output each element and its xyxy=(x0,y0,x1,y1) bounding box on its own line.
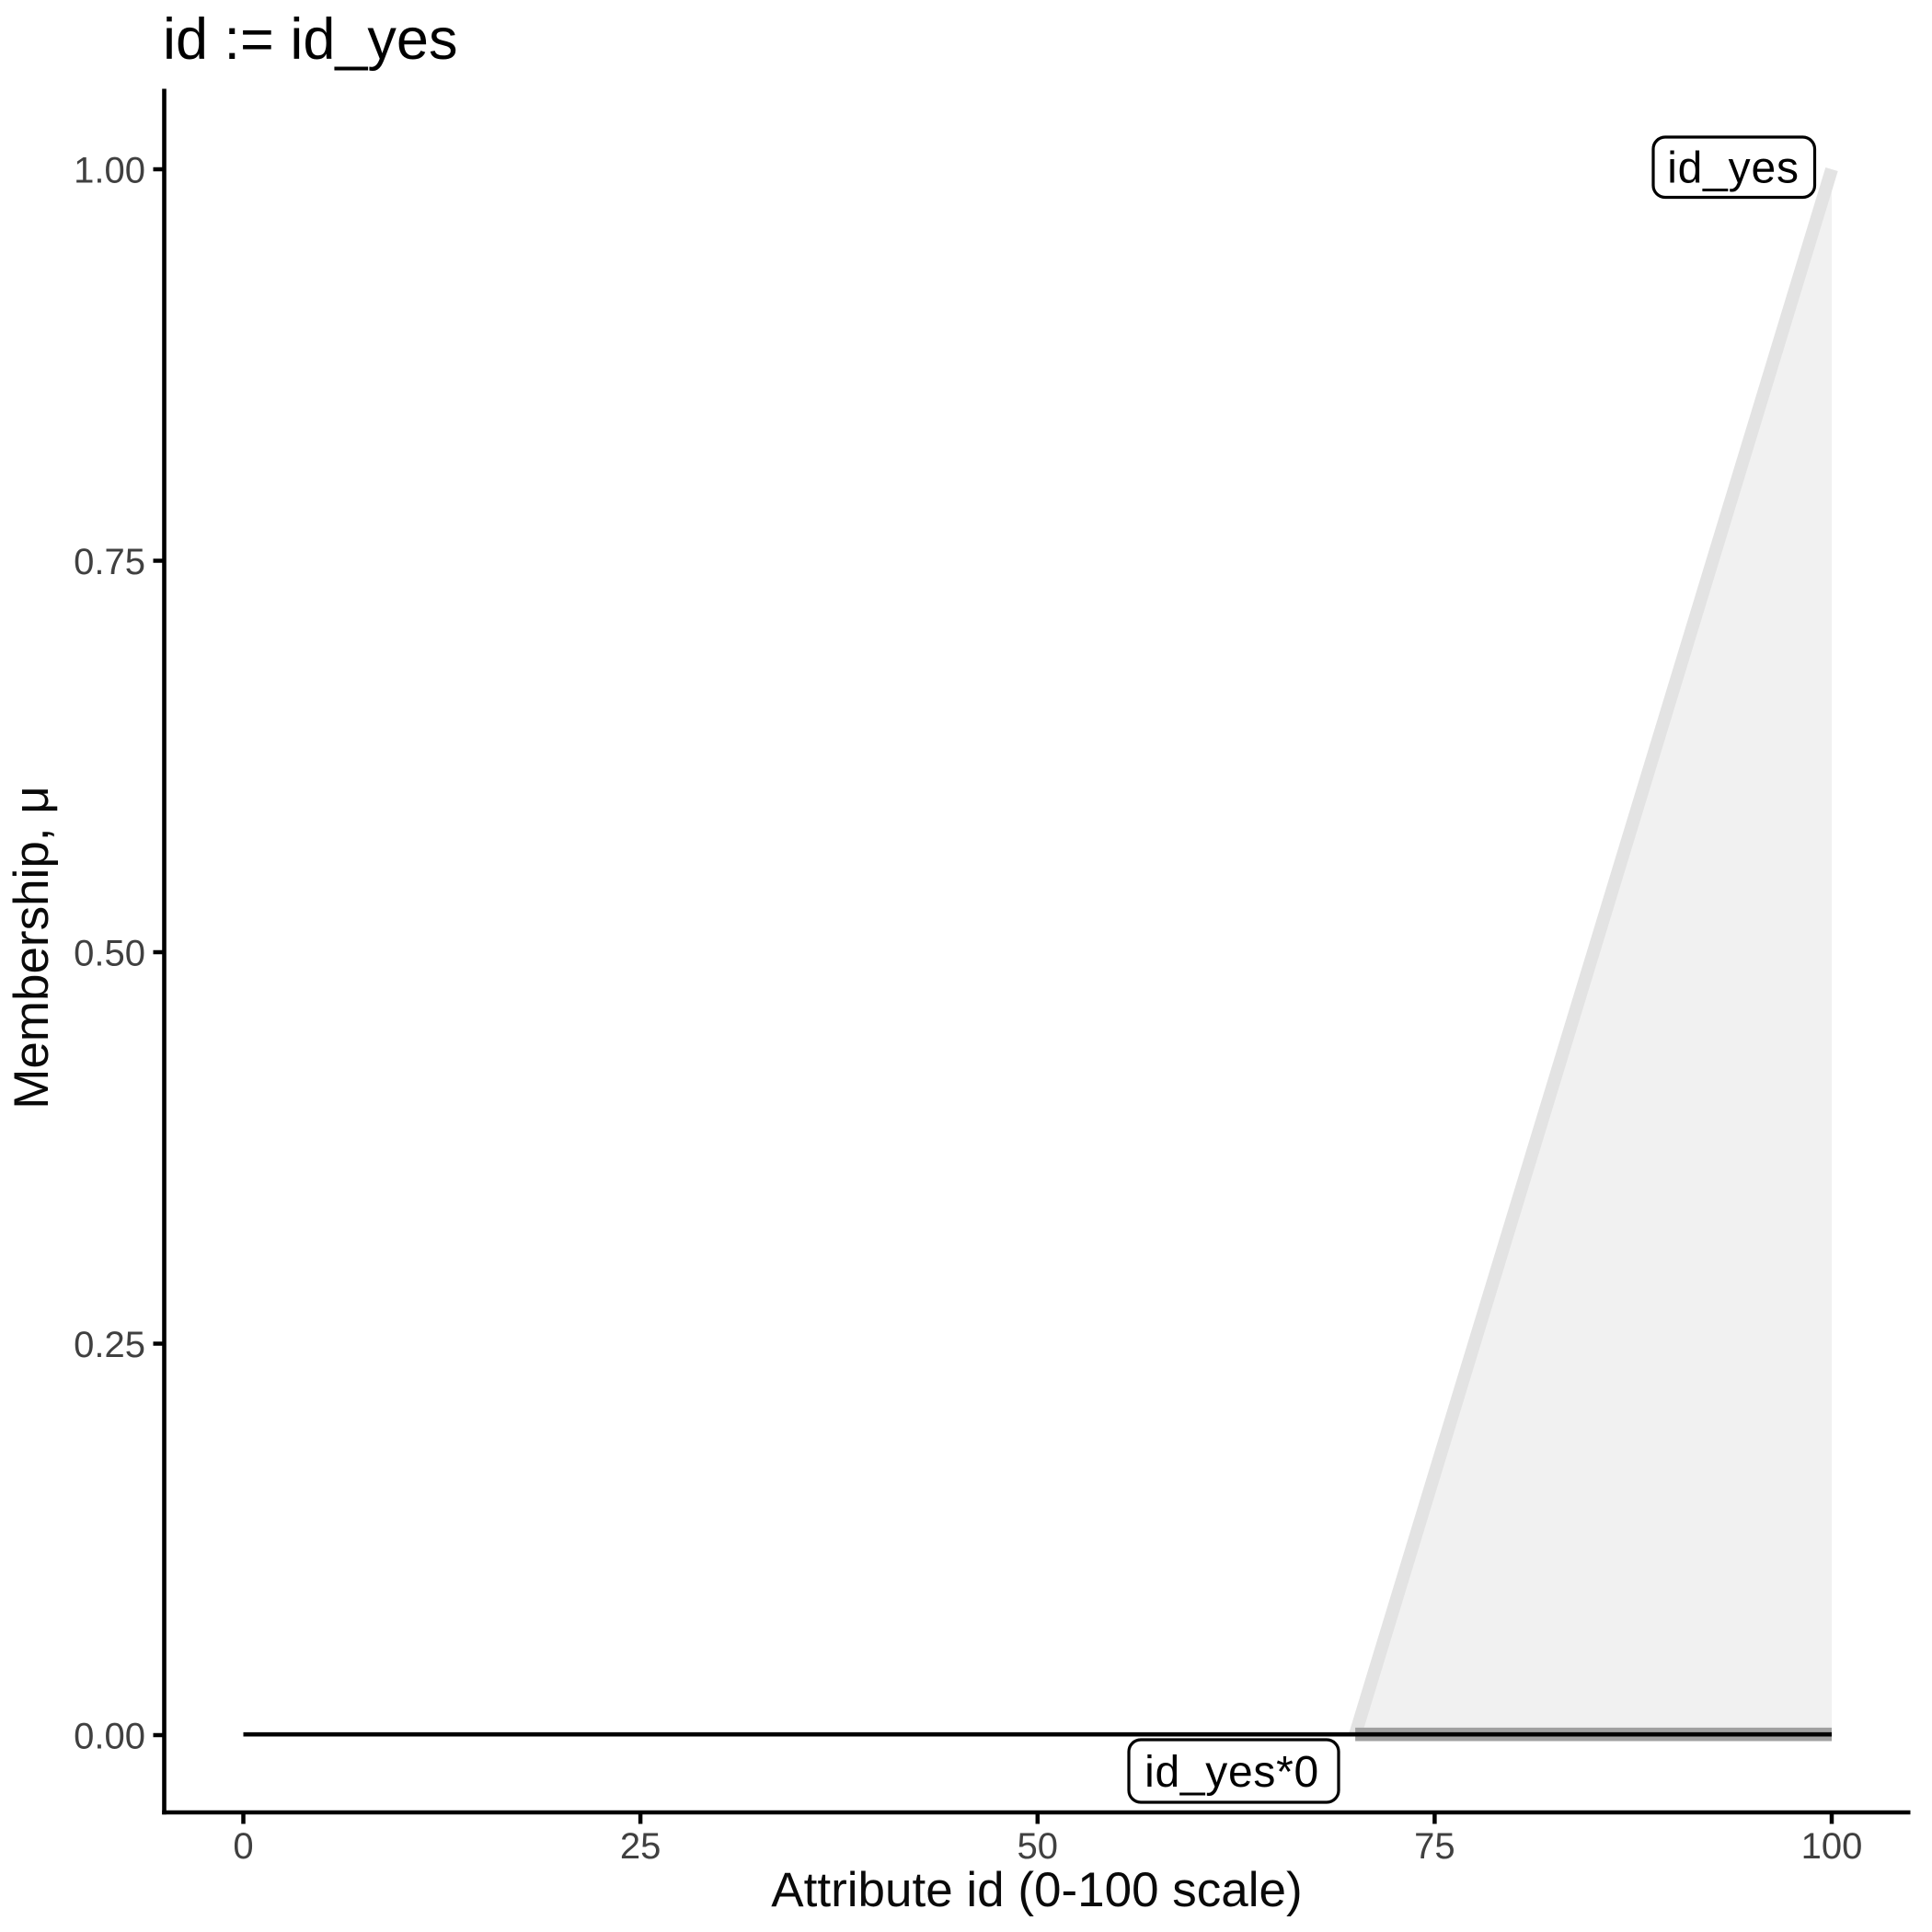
svg-text:id := id_yes: id := id_yes xyxy=(163,7,457,72)
svg-text:0: 0 xyxy=(233,1826,253,1867)
svg-text:0.25: 0.25 xyxy=(74,1325,145,1365)
svg-text:0.75: 0.75 xyxy=(74,542,145,582)
svg-text:75: 75 xyxy=(1414,1826,1455,1867)
svg-text:100: 100 xyxy=(1801,1826,1863,1867)
svg-text:1.00: 1.00 xyxy=(74,151,145,191)
svg-text:id_yes*0: id_yes*0 xyxy=(1144,1748,1319,1797)
svg-text:25: 25 xyxy=(620,1826,661,1867)
svg-text:id_yes: id_yes xyxy=(1667,144,1800,192)
svg-text:0.50: 0.50 xyxy=(74,934,145,974)
svg-text:Attribute id (0-100 scale): Attribute id (0-100 scale) xyxy=(771,1863,1302,1917)
svg-text:0.00: 0.00 xyxy=(74,1717,145,1757)
svg-text:50: 50 xyxy=(1018,1826,1059,1867)
svg-text:Membership, μ: Membership, μ xyxy=(5,786,59,1110)
